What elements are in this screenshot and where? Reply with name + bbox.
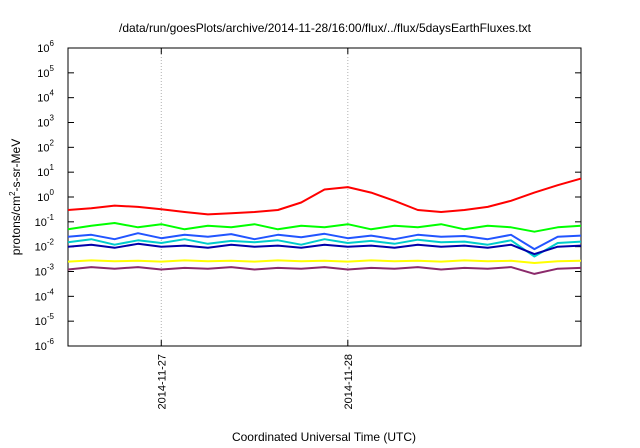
plot-frame — [67, 47, 582, 347]
x-axis-label: Coordinated Universal Time (UTC) — [232, 430, 416, 444]
y-tick-label: 103 — [37, 114, 54, 130]
y-tick-label: 10-6 — [35, 337, 55, 353]
y-tick-label: 106 — [37, 39, 54, 55]
data-series — [67, 177, 582, 275]
series-line-3 — [67, 238, 582, 258]
y-axis-label: protons/cm2-s-sr-MeV — [8, 139, 23, 255]
series-line-4 — [67, 232, 582, 251]
x-tick-label: 2014-11-27 — [156, 354, 168, 409]
y-tick-label: 10-4 — [35, 287, 55, 303]
x-axis-ticks: 2014-11-27 2014-11-28 — [156, 48, 355, 409]
y-axis-ticks: 10-6 10-5 10-4 10-3 10-2 10-1 100 101 102 103 104 1… — [35, 39, 581, 353]
grid-lines — [160, 48, 349, 346]
y-tick-label: 10-1 — [35, 213, 55, 229]
series-line-6 — [67, 259, 582, 264]
y-tick-label: 105 — [37, 64, 54, 80]
y-tick-label: 102 — [37, 138, 54, 154]
y-tick-label: 100 — [37, 188, 54, 204]
y-tick-label: 10-5 — [35, 312, 55, 328]
series-line-1 — [67, 177, 582, 216]
series-line-5 — [67, 242, 582, 256]
series-line-2 — [67, 222, 582, 233]
series-line-7 — [67, 266, 582, 275]
chart-title: /data/run/goesPlots/archive/2014-11-28/1… — [119, 21, 532, 35]
x-tick-label: 2014-11-28 — [343, 354, 355, 409]
y-tick-label: 10-2 — [35, 238, 55, 254]
y-tick-label: 10-3 — [35, 263, 55, 279]
y-tick-label: 104 — [37, 89, 54, 105]
y-tick-label: 101 — [37, 163, 54, 179]
